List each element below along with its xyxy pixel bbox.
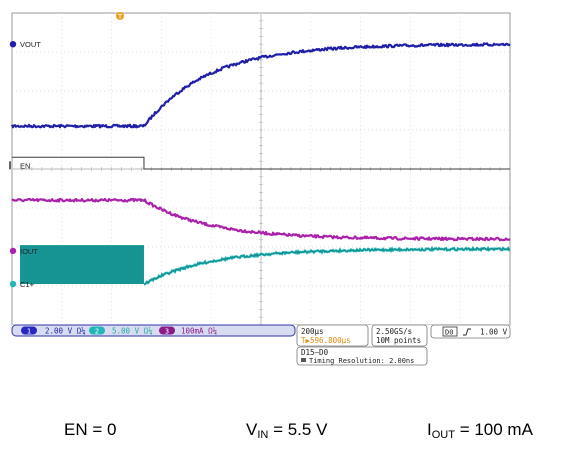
trigger-position-readout: T▶596.800µs: [301, 336, 351, 345]
iout-value: = 100 mA: [454, 420, 533, 439]
channel-label-en: EN: [20, 161, 30, 170]
trace-en: [12, 156, 510, 170]
ch1-scale-readout: 2.00 V Ω¼: [45, 327, 86, 336]
caption-iout: IOUT = 100 mA: [427, 420, 533, 441]
trigger-level-readout: 1.00 V: [480, 328, 508, 337]
digital-channel-icon: [301, 358, 306, 362]
trigger-marker-label: T: [118, 14, 123, 21]
rising-edge-icon: [463, 328, 471, 336]
channel-readout-strip: [11, 324, 296, 337]
channel-markers: VOUT EN IOUT C1+: [9, 40, 41, 289]
acquisition-box: [371, 324, 428, 347]
channel-label-c1+: C1+: [20, 280, 35, 289]
vin-subscript: IN: [257, 429, 269, 441]
channel-marker-vout[interactable]: [9, 41, 17, 48]
vin-value: = 5.5 V: [268, 420, 328, 439]
record-length-readout: 10M points: [376, 336, 421, 345]
trigger-source-readout: D0: [445, 329, 453, 337]
trigger-position-marker: T: [116, 12, 124, 21]
ch3-number: 3: [165, 328, 169, 336]
ch1-number: 1: [27, 328, 31, 336]
timebase-box: [296, 324, 369, 347]
trace-vout: [10, 42, 511, 129]
channel-marker-c1+[interactable]: [9, 280, 17, 288]
vin-symbol: V: [246, 420, 258, 439]
caption-vin: VIN = 5.5 V: [246, 420, 327, 441]
timebase-readout: 200µs: [301, 327, 324, 336]
digital-group-box: [296, 346, 428, 366]
sample-rate-readout: 2.50GS/s: [376, 327, 412, 336]
trace-c1-ripple-band: [20, 245, 144, 285]
iout-symbol: I: [427, 420, 432, 439]
iout-subscript: OUT: [431, 429, 455, 441]
ch2-number: 2: [95, 328, 99, 336]
channel-marker-iout[interactable]: [9, 247, 17, 255]
channel-label-iout: IOUT: [20, 247, 38, 256]
waveform-traces: [10, 42, 511, 286]
ch3-scale-readout: 100mA Ω¼: [181, 327, 218, 336]
readout-bar: 1 2.00 V Ω¼ 2 5.00 V Ω¼ 3 100mA Ω¼ 200µs…: [11, 324, 511, 366]
ch2-scale-readout: 5.00 V Ω¼: [112, 327, 153, 336]
caption-en: EN = 0: [64, 420, 117, 439]
timing-resolution-readout: Timing Resolution: 2.00ns: [309, 357, 414, 365]
trace-iout: [11, 197, 511, 242]
digital-group-readout: D15–D0: [301, 348, 329, 357]
trace-c1-edge: [143, 247, 511, 285]
channel-label-vout: VOUT: [20, 40, 41, 49]
